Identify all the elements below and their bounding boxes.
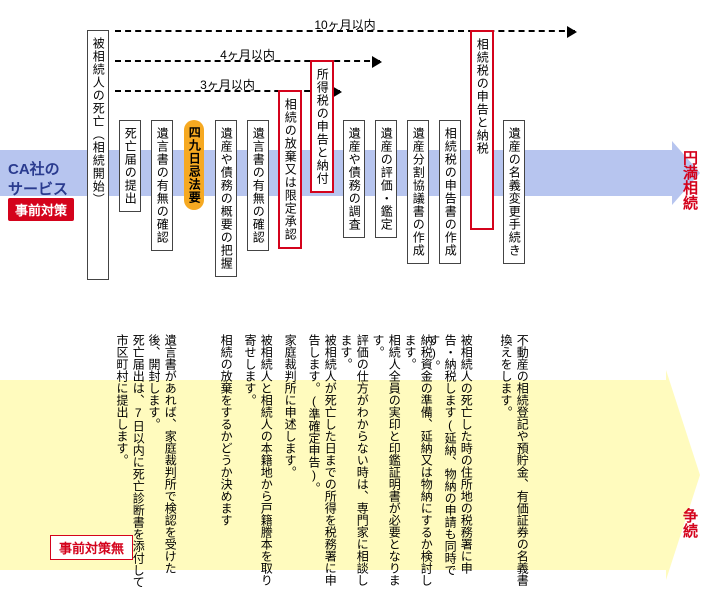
- column-7: 所得税の申告と納付被相続人が死亡した日までの所得を税務署に申告します。(準確定申…: [309, 30, 335, 590]
- column-8: 遺産や債務の調査評価の仕方がわからない時は、専門家に相談します。: [341, 30, 367, 590]
- step-desc: 被相続人と相続人の本籍地から戸籍謄本を取り寄せします。: [242, 330, 274, 590]
- step-box: 相続の放棄又は限定承認: [278, 90, 302, 249]
- step-box: 相続税の申告と納税: [470, 30, 494, 230]
- columns-container: 被相続人の死亡（相続開始） 死亡届の提出死亡届出は、7日以内に死亡診断書を添付して…: [85, 30, 665, 590]
- step-desc: 被相続人が死亡した日までの所得を税務署に申告します。(準確定申告)。: [306, 330, 338, 590]
- step-desc: 被相続人の死亡した時の住所地の税務署に申告・納税します(延納、物納の申請も同時で…: [426, 330, 475, 590]
- step-box: 遺産や債務の概要の把握: [215, 120, 237, 277]
- column-6: 相続の放棄又は限定承認家庭裁判所に申述します。: [277, 30, 303, 590]
- column-3: 四九日忌法要: [181, 30, 207, 590]
- column-12: 相続税の申告と納税: [469, 30, 495, 590]
- column-13: 遺産の名義変更手続き不動産の相続登記や預貯金、有価証券の名義書換えをします。: [501, 30, 527, 590]
- step-box: 所得税の申告と納付: [310, 60, 334, 193]
- step-desc: 死亡届出は、7日以内に死亡診断書を添付して市区町村に提出します。: [114, 330, 146, 590]
- step-desc: 家庭裁判所に申述します。: [282, 330, 298, 590]
- column-2: 遺言書の有無の確認遺言書があれば、家庭裁判所で検認を受けた後、開封します。: [149, 30, 175, 590]
- step-box: 遺産の名義変更手続き: [503, 120, 525, 264]
- step-box: 遺産の評価・鑑定: [375, 120, 397, 238]
- step-box: 相続税の申告書の作成: [439, 120, 461, 264]
- step-desc: 相続人全員の実印と印鑑証明書が必要となります。: [370, 330, 402, 590]
- step-box: 被相続人の死亡（相続開始）: [87, 30, 109, 280]
- step-desc: 不動産の相続登記や預貯金、有価証券の名義書換えをします。: [498, 330, 530, 590]
- ca-company-label: CA社の: [8, 158, 60, 179]
- enman-label: 円満相続: [679, 150, 700, 210]
- step-box: 遺産分割協議書の作成: [407, 120, 429, 264]
- column-11: 相続税の申告書の作成被相続人の死亡した時の住所地の税務署に申告・納税します(延納…: [437, 30, 463, 590]
- column-9: 遺産の評価・鑑定相続人全員の実印と印鑑証明書が必要となります。: [373, 30, 399, 590]
- step-box: 遺言書の有無の確認: [247, 120, 269, 251]
- step-desc: 遺言書があれば、家庭裁判所で検認を受けた後、開封します。: [146, 330, 178, 590]
- step-desc: 評価の仕方がわからない時は、専門家に相談します。: [338, 330, 370, 590]
- service-label: サービス: [8, 178, 68, 199]
- column-4: 遺産や債務の概要の把握相続の放棄をするかどうか決めます: [213, 30, 239, 590]
- step-box: 死亡届の提出: [119, 120, 141, 212]
- step-box: 遺産や債務の調査: [343, 120, 365, 238]
- step-box: 遺言書の有無の確認: [151, 120, 173, 251]
- step-box: 四九日忌法要: [184, 120, 204, 210]
- step-desc: 相続の放棄をするかどうか決めます: [218, 330, 234, 590]
- pre-strategy-tag: 事前対策: [8, 198, 74, 221]
- column-1: 死亡届の提出死亡届出は、7日以内に死亡診断書を添付して市区町村に提出します。: [117, 30, 143, 590]
- column-5: 遺言書の有無の確認被相続人と相続人の本籍地から戸籍謄本を取り寄せします。: [245, 30, 271, 590]
- souzoku-label: 争続: [679, 508, 700, 538]
- column-0: 被相続人の死亡（相続開始）: [85, 30, 111, 590]
